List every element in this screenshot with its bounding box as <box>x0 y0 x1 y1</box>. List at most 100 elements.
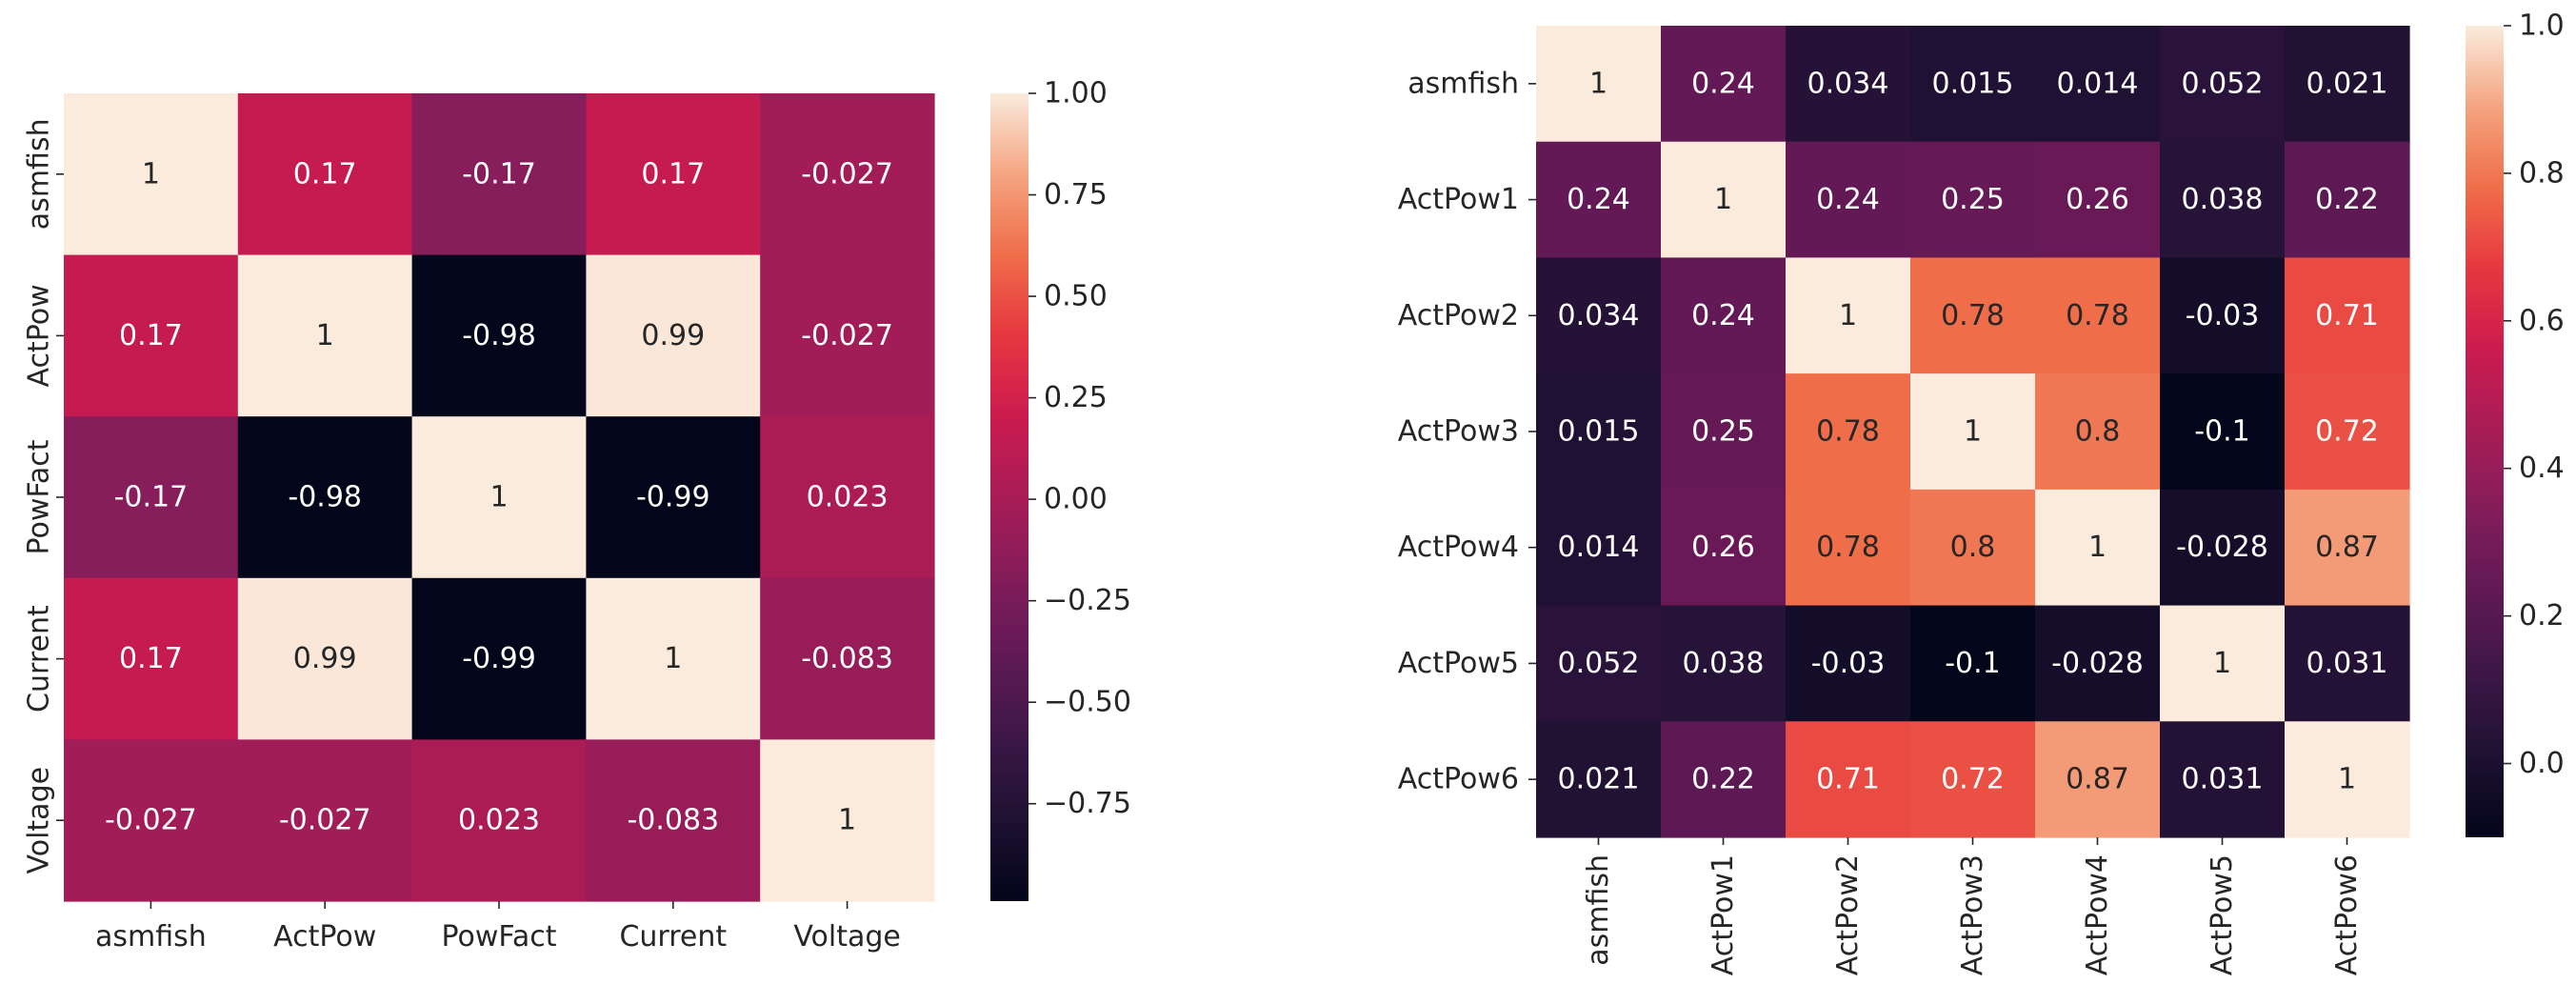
cell-annotation: -0.03 <box>2186 299 2260 332</box>
heatmap-cell-ActPow2-ActPow6 <box>2285 257 2410 374</box>
heatmap-cell-ActPow-asmfish <box>64 254 239 417</box>
heatmap-cell-ActPow3-ActPow4 <box>2035 373 2161 491</box>
cell-annotation: 0.71 <box>1816 763 1880 796</box>
cell-annotation: 0.26 <box>2066 183 2129 216</box>
cell-annotation: -0.083 <box>627 804 719 837</box>
cell-annotation: 0.052 <box>1558 647 1640 680</box>
cell-annotation: -0.1 <box>1945 647 2001 680</box>
heatmap-cell-Voltage-Current <box>586 739 761 902</box>
y-tick-label: ActPow4 <box>1398 531 1519 564</box>
heatmap-cell-asmfish-ActPow2 <box>1786 26 1911 143</box>
y-tick-label: ActPow6 <box>1398 763 1519 796</box>
cell-annotation: -0.028 <box>2051 647 2144 680</box>
cell-annotation: -0.027 <box>801 157 893 191</box>
heatmap-cell-ActPow4-ActPow5 <box>2160 489 2286 607</box>
heatmap-cell-Voltage-PowFact <box>411 739 587 902</box>
cell-annotation: -0.027 <box>279 804 371 837</box>
colorbar-tick-label: 1.00 <box>1044 77 1108 110</box>
heatmap-cell-ActPow4-asmfish <box>1536 489 1662 607</box>
y-tick-label: asmfish <box>1408 67 1519 100</box>
cell-annotation: 1 <box>142 157 160 191</box>
cell-annotation: 1 <box>1589 67 1608 100</box>
heatmap-cell-ActPow2-asmfish <box>1536 257 1662 374</box>
x-tick-label: asmfish <box>95 920 207 954</box>
heatmap-cell-Voltage-Voltage <box>760 739 935 902</box>
cell-annotation: 1 <box>1714 183 1732 216</box>
heatmap-cell-ActPow1-ActPow3 <box>1910 141 2036 259</box>
colorbar-tick-label: 0.25 <box>1044 381 1108 414</box>
x-tick-label: Current <box>619 920 727 954</box>
heatmap-actpow-correlation: 1 0.24 0.034 0.015 0.014 0.052 0.021 0.24 1 0.24 0… <box>1398 26 2410 975</box>
heatmap-cell-ActPow6-ActPow1 <box>1661 721 1787 838</box>
heatmap-cell-ActPow5-ActPow3 <box>1910 605 2036 722</box>
cell-annotation: -0.99 <box>462 642 536 675</box>
cell-annotation: 0.78 <box>1816 531 1880 564</box>
heatmap-cell-ActPow1-ActPow1 <box>1661 141 1787 259</box>
cell-annotation: 0.021 <box>2306 67 2388 100</box>
cell-annotation: 0.014 <box>2057 67 2139 100</box>
cell-annotation: 0.87 <box>2066 763 2129 796</box>
cell-annotation: 0.24 <box>1567 183 1630 216</box>
x-tick-label: ActPow6 <box>2330 854 2364 975</box>
heatmap-cell-asmfish-ActPow3 <box>1910 26 2036 143</box>
heatmap-cell-ActPow3-ActPow3 <box>1910 373 2036 491</box>
heatmap-cell-ActPow3-asmfish <box>1536 373 1662 491</box>
cell-annotation: 0.031 <box>2306 647 2388 680</box>
heatmap-cell-ActPow2-ActPow5 <box>2160 257 2286 374</box>
cell-annotation: 0.034 <box>1558 299 1640 332</box>
heatmap-cell-ActPow6-ActPow3 <box>1910 721 2036 838</box>
cell-annotation: 0.78 <box>2066 299 2129 332</box>
heatmap-cell-ActPow4-ActPow3 <box>1910 489 2036 607</box>
heatmap-cell-asmfish-PowFact <box>411 93 587 256</box>
heatmap-cell-ActPow1-ActPow2 <box>1786 141 1911 259</box>
x-tick-label: ActPow <box>273 920 376 954</box>
cell-annotation: 0.71 <box>2315 299 2379 332</box>
cell-annotation: 1 <box>1839 299 1857 332</box>
heatmap-cell-ActPow2-ActPow3 <box>1910 257 2036 374</box>
cell-annotation: -0.98 <box>462 319 536 352</box>
cell-annotation: -0.027 <box>801 319 893 352</box>
heatmap-cell-asmfish-ActPow5 <box>2160 26 2286 143</box>
heatmap-cell-asmfish-ActPow1 <box>1661 26 1787 143</box>
heatmap-cell-ActPow6-ActPow4 <box>2035 721 2161 838</box>
heatmap-cell-ActPow3-ActPow2 <box>1786 373 1911 491</box>
colorbar-tick-label: 0.4 <box>2519 452 2565 485</box>
cell-annotation: -0.98 <box>288 481 362 514</box>
heatmap-cell-asmfish-ActPow6 <box>2285 26 2410 143</box>
heatmap-cell-ActPow4-ActPow4 <box>2035 489 2161 607</box>
x-tick-label: ActPow4 <box>2081 854 2114 975</box>
heatmap-cell-asmfish-Current <box>586 93 761 256</box>
heatmap-cell-ActPow5-asmfish <box>1536 605 1662 722</box>
cell-annotation: 0.22 <box>1691 763 1755 796</box>
cell-annotation: -0.17 <box>462 157 536 191</box>
heatmap-cell-ActPow2-ActPow1 <box>1661 257 1787 374</box>
cell-annotation: 0.023 <box>807 481 889 514</box>
cell-annotation: 0.24 <box>1691 67 1755 100</box>
cell-annotation: 0.78 <box>1816 415 1880 449</box>
heatmap-cell-ActPow5-ActPow4 <box>2035 605 2161 722</box>
cell-annotation: 0.021 <box>1558 763 1640 796</box>
colorbar-tick-label: 0.0 <box>2519 747 2565 780</box>
y-tick-label: ActPow <box>23 284 56 387</box>
cell-annotation: -0.028 <box>2176 531 2268 564</box>
heatmap-cell-ActPow-PowFact <box>411 254 587 417</box>
heatmap-cell-ActPow1-asmfish <box>1536 141 1662 259</box>
cell-annotation: 1 <box>838 804 856 837</box>
heatmap-cell-ActPow6-ActPow5 <box>2160 721 2286 838</box>
cell-annotation: 0.038 <box>2182 183 2264 216</box>
y-tick-label: ActPow5 <box>1398 647 1519 680</box>
y-tick-label: ActPow1 <box>1398 183 1519 216</box>
heatmap-cell-ActPow4-ActPow1 <box>1661 489 1787 607</box>
heatmap-cell-ActPow4-ActPow6 <box>2285 489 2410 607</box>
cell-annotation: 0.038 <box>1683 647 1765 680</box>
y-tick-label: ActPow3 <box>1398 415 1519 449</box>
heatmap-cell-ActPow-ActPow <box>237 254 413 417</box>
cell-annotation: 1 <box>316 319 334 352</box>
heatmap-cell-Current-Voltage <box>760 577 935 740</box>
cell-annotation: 0.17 <box>119 642 183 675</box>
cell-annotation: 0.052 <box>2182 67 2264 100</box>
y-tick-label: PowFact <box>23 439 56 554</box>
colorbar-tick-label: 0.6 <box>2519 304 2565 337</box>
y-tick-label: ActPow2 <box>1398 299 1519 332</box>
